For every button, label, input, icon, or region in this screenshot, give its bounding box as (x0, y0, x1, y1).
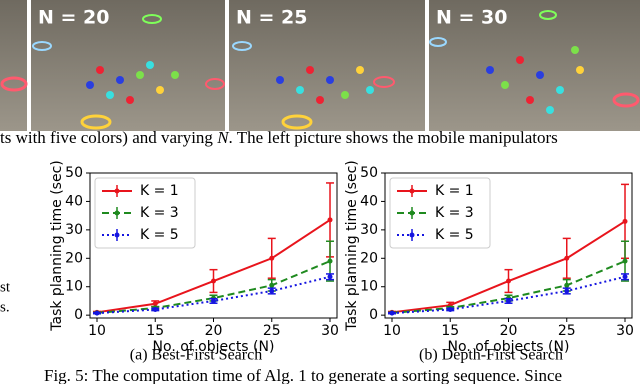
y-tick-label: 50 (360, 165, 378, 181)
data-point (622, 274, 628, 280)
panel-label: N = 20 (38, 7, 110, 29)
x-axis-label: No. of objects (N) (448, 339, 570, 355)
data-point (269, 255, 275, 261)
data-point (622, 218, 628, 224)
bin (373, 76, 395, 88)
x-tick-label: 10 (88, 323, 106, 339)
legend-marker (114, 232, 120, 238)
data-point (564, 282, 570, 288)
legend-marker (114, 210, 120, 216)
y-tick-label: 10 (65, 279, 83, 295)
x-tick-label: 15 (441, 323, 459, 339)
legend-marker (409, 188, 415, 194)
data-point (269, 288, 275, 294)
y-tick-label: 40 (65, 193, 83, 209)
caption: Fig. 5: The computation time of Alg. 1 t… (44, 366, 562, 384)
data-point (506, 298, 511, 304)
data-point (211, 298, 216, 304)
bin (539, 10, 557, 20)
legend-label: K = 5 (140, 227, 179, 243)
y-tick-label: 40 (360, 193, 378, 209)
y-tick-label: 20 (65, 250, 83, 266)
data-point (564, 255, 570, 261)
data-point (152, 301, 158, 307)
margin-text: s. (0, 299, 10, 315)
y-tick-label: 30 (360, 222, 378, 238)
margin-text: st (0, 279, 11, 295)
series-line (391, 260, 626, 314)
caption-part: . The left picture shows the mobile mani… (229, 128, 558, 147)
legend-marker (114, 188, 120, 194)
x-axis-label: No. of objects (N) (153, 339, 275, 355)
x-tick-label: 10 (383, 323, 401, 339)
caption-part: N (216, 128, 230, 147)
data-point (327, 258, 333, 264)
legend-marker (409, 210, 415, 216)
panel-label: N = 25 (236, 7, 308, 29)
x-tick-label: 15 (146, 323, 164, 339)
x-tick-label: 25 (263, 323, 281, 339)
data-point (622, 258, 628, 264)
caption-part: ts with five colors) and varying (0, 128, 217, 147)
photo (0, 0, 27, 131)
bin (0, 76, 28, 92)
photos (0, 0, 640, 131)
legend-label: K = 1 (435, 183, 474, 199)
bin (429, 37, 447, 47)
bin (80, 114, 112, 130)
bin (612, 92, 640, 108)
x-tick-label: 30 (321, 323, 339, 339)
bin (232, 41, 252, 51)
data-point (327, 274, 333, 280)
photo (229, 0, 425, 131)
data-point (211, 278, 216, 284)
y-tick-label: 0 (74, 307, 83, 323)
photo (429, 0, 640, 131)
legend-box (389, 177, 491, 249)
chart: 0 10 20 30 40 50 10 15 20 25 30 No. of objects (N) T… (49, 160, 339, 355)
subcaption: (a) Best-First Search (130, 347, 262, 364)
bin (142, 14, 162, 24)
caption: ts with five colors) and varying N. The … (0, 128, 558, 147)
data-point (564, 288, 570, 294)
data-point (152, 306, 158, 312)
x-tick-label: 30 (616, 323, 634, 339)
x-tick-label: 25 (558, 323, 576, 339)
series-line (391, 275, 626, 315)
y-tick-label: 30 (65, 222, 83, 238)
data-point (94, 310, 100, 316)
y-axis-label: Task planning time (sec) (344, 160, 360, 331)
y-tick-label: 50 (65, 165, 83, 181)
x-tick-label: 20 (205, 323, 223, 339)
x-tick-label: 20 (500, 323, 518, 339)
subcaption: (b) Depth-First Search (419, 347, 563, 364)
photo (31, 0, 225, 131)
series-line (96, 275, 331, 315)
legend-label: K = 3 (435, 205, 474, 221)
y-tick-label: 0 (369, 307, 378, 323)
legend-marker (409, 232, 415, 238)
data-point (389, 310, 395, 316)
bin (32, 41, 52, 51)
data-point (327, 217, 333, 223)
data-point (447, 306, 453, 312)
panel-label: N = 30 (436, 7, 508, 29)
data-point (506, 278, 511, 284)
y-axis-label: Task planning time (sec) (49, 160, 65, 331)
objects (86, 46, 584, 114)
legend-label: K = 5 (435, 227, 474, 243)
series-line (96, 260, 331, 314)
legend-box (94, 177, 196, 249)
y-tick-label: 20 (360, 250, 378, 266)
y-tick-label: 10 (360, 279, 378, 295)
data-point (269, 282, 275, 288)
chart: 0 10 20 30 40 50 10 15 20 25 30 No. of objects (N) T… (344, 160, 634, 355)
legend-label: K = 3 (140, 205, 179, 221)
legend-label: K = 1 (140, 183, 179, 199)
bin (281, 114, 313, 130)
bin (205, 78, 225, 90)
